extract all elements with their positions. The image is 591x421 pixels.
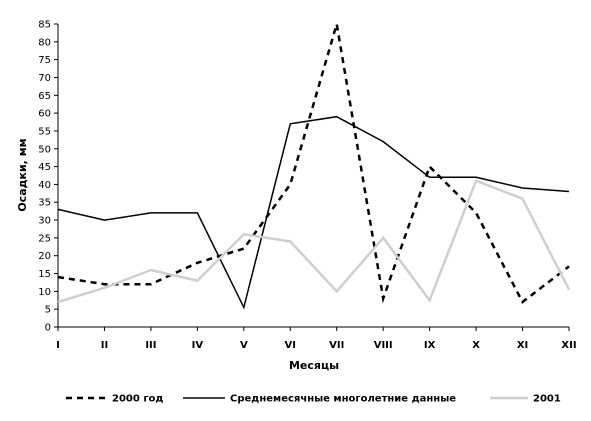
y-tick-label: 65 [38,91,51,102]
y-tick-label: 40 [38,180,51,191]
y-tick-label: 45 [38,162,51,173]
y-axis-ticks: 0 5 10 15 20 25 30 35 40 45 50 55 60 65 70 75 80 85 [38,20,58,334]
x-tick-label: IX [424,340,436,351]
y-tick-label: 55 [38,126,51,137]
y-tick-label: 30 [38,216,51,227]
y-tick-label: 15 [38,269,51,280]
y-tick-label: 10 [38,287,51,298]
y-axis-title: Осадки, мм [16,138,29,211]
y-tick-label: 20 [38,251,51,262]
y-tick-label: 60 [38,109,51,120]
x-axis-ticks: I II III IV V VI VII VIII IX X XI XII [56,327,577,351]
x-tick-label: II [101,340,108,351]
x-tick-label: VI [285,340,296,351]
legend-label: 2001 [533,394,561,405]
y-tick-label: 70 [38,73,51,84]
legend-label: Среднемесячные многолетние данные [230,394,456,405]
x-tick-label: X [472,340,480,351]
x-tick-label: V [240,340,248,351]
legend-item-1: Среднемесячные многолетние данные [183,394,456,405]
legend-item-2: 2001 [490,394,561,405]
x-tick-label: XII [561,340,576,351]
series-lines [57,23,571,310]
y-tick-label: 75 [38,55,51,66]
x-tick-label: III [145,340,156,351]
x-tick-label: XI [517,340,528,351]
y-tick-label: 25 [38,233,51,244]
x-axis-title: Месяцы [289,359,339,372]
series-line-1 [57,115,570,310]
chart-axes [57,24,569,328]
y-tick-label: 5 [45,305,51,316]
legend-item-0: 2000 год [66,394,163,405]
x-tick-label: VIII [374,340,393,351]
y-tick-label: 35 [38,198,51,209]
y-tick-label: 50 [38,144,51,155]
series-line-0 [57,23,570,304]
legend-label: 2000 год [112,394,163,405]
series-line-2 [57,179,571,304]
x-tick-label: I [56,340,60,351]
legend: 2000 год Среднемесячные многолетние данны… [66,394,561,405]
x-tick-label: VII [329,340,344,351]
y-tick-label: 85 [38,20,51,31]
y-tick-label: 80 [38,37,51,48]
x-tick-label: IV [192,340,204,351]
y-tick-label: 0 [45,323,51,334]
